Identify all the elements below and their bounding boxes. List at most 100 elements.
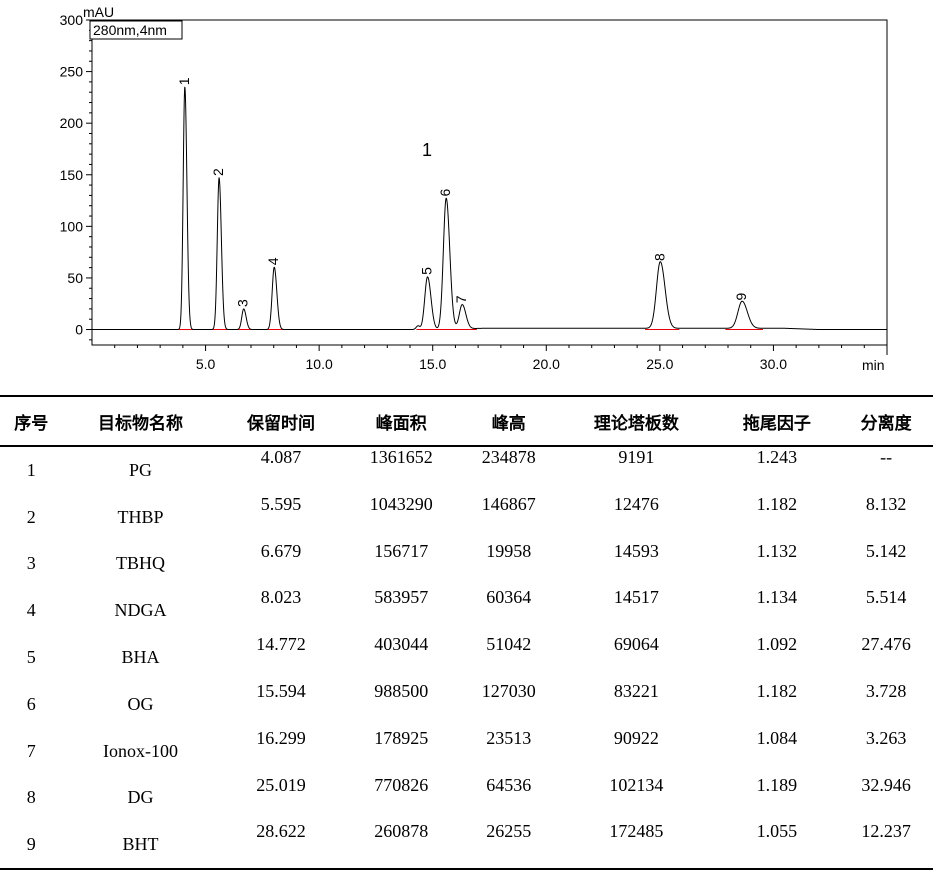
- table-row: 2 THBP 5.595 1043290 146867 12476 1.182 8.132: [0, 494, 933, 541]
- table-cell: 1: [26, 459, 36, 480]
- table-cell: 83221: [613, 680, 659, 701]
- table-cell: 102134: [609, 774, 664, 795]
- table-cell: 5.514: [865, 587, 907, 608]
- table-cell: 7: [26, 740, 36, 761]
- detector-label: 280nm,4nm: [93, 22, 167, 38]
- table-cell: 64536: [486, 774, 532, 795]
- table-header-cell: 峰面积: [343, 395, 460, 447]
- table-cell: 12476: [613, 493, 659, 514]
- table-cell: 1.243: [756, 447, 798, 467]
- table-cell: 1.189: [756, 774, 798, 795]
- table-cell: 69064: [613, 634, 659, 655]
- table-cell: 146867: [481, 493, 536, 514]
- table-cell: 16.299: [256, 727, 306, 748]
- table-cell: 5.142: [865, 540, 907, 561]
- table-cell: 51042: [486, 634, 532, 655]
- inset-label: 1: [422, 140, 432, 160]
- table-cell: 172485: [558, 821, 715, 870]
- table-cell: 127030: [481, 680, 536, 701]
- peak-label: 6: [437, 188, 453, 196]
- table-cell: PG: [128, 459, 152, 480]
- y-tick-label: 250: [60, 64, 84, 80]
- table-cell: 156717: [374, 540, 429, 561]
- table-cell: 234878: [481, 447, 536, 467]
- table-cell: 9: [0, 821, 63, 870]
- y-tick-label: 200: [60, 115, 84, 131]
- peak-labels: 1 2 3 4 5 6 7 8 9: [176, 77, 749, 307]
- table-cell: 2: [26, 506, 36, 527]
- x-tick-label: 30.0: [760, 356, 787, 372]
- table-cell: 28.622: [218, 821, 344, 870]
- table-cell: 19958: [486, 540, 532, 561]
- table-cell: OG: [127, 693, 154, 714]
- table-cell: 25.019: [256, 774, 306, 795]
- table-cell: 32.946: [861, 774, 911, 795]
- table-cell: 6.679: [260, 540, 302, 561]
- table-cell: 9191: [618, 447, 655, 467]
- table-body: 1 PG 4.087 1361652 234878 9191 1.243 -- 2 THBP 5.5…: [0, 446, 933, 870]
- results-table: 序号 目标物名称 保留时间 峰面积 峰高 理论塔板数 拖尾因子 分离度 1 PG 4.087 136…: [0, 395, 933, 870]
- peak-label: 4: [265, 257, 281, 265]
- table-cell: 1.182: [756, 493, 798, 514]
- table-cell: 14517: [613, 587, 659, 608]
- table-header-cell: 序号: [0, 395, 63, 447]
- y-tick-label: 0: [75, 322, 83, 338]
- table-cell: 770826: [374, 774, 429, 795]
- table-cell: BHT: [62, 821, 219, 870]
- peak-label: 9: [733, 292, 749, 300]
- table-cell: 3: [26, 553, 36, 574]
- peak-label: 1: [176, 77, 192, 85]
- table-cell: 260878: [343, 821, 460, 870]
- table-cell: 1.092: [756, 634, 798, 655]
- table-cell: 14593: [613, 540, 659, 561]
- table-cell: 8.023: [260, 587, 302, 608]
- peak-label: 5: [419, 267, 435, 275]
- table-header-cell: 拖尾因子: [714, 395, 840, 447]
- table-header-cell: 保留时间: [218, 395, 344, 447]
- table-cell: 90922: [613, 727, 659, 748]
- y-tick-label: 300: [60, 12, 84, 28]
- detector-label-box: [89, 20, 183, 40]
- table-cell: DG: [127, 787, 154, 808]
- table-cell: --: [880, 447, 893, 467]
- table-cell: 1.132: [756, 540, 798, 561]
- table-header-cell: 峰高: [459, 395, 559, 447]
- peak-label: 8: [651, 253, 667, 261]
- table-cell: THBP: [117, 506, 164, 527]
- table-row: 6 OG 15.594 988500 127030 83221 1.182 3.728: [0, 681, 933, 728]
- table-cell: 1.084: [756, 727, 798, 748]
- chromatogram-trace: [92, 86, 887, 331]
- table-row: 5 BHA 14.772 403044 51042 69064 1.092 27.476: [0, 634, 933, 681]
- table-cell: 583957: [374, 587, 429, 608]
- table-row: 1 PG 4.087 1361652 234878 9191 1.243 --: [0, 446, 933, 494]
- y-tick-label: 50: [67, 270, 83, 286]
- table-cell: 5.595: [260, 493, 302, 514]
- table-cell: 4.087: [260, 447, 302, 467]
- y-tick-label: 100: [60, 218, 84, 234]
- table-cell: 3.728: [865, 680, 907, 701]
- table-row: 9 BHT 28.622 260878 26255 172485 1.055 12.237: [0, 821, 933, 870]
- table-cell: 5: [26, 647, 36, 668]
- table-cell: 8: [26, 787, 36, 808]
- table-cell: 26255: [459, 821, 559, 870]
- table-cell: 8.132: [865, 493, 907, 514]
- table-cell: 1.055: [714, 821, 840, 870]
- table-cell: 12.237: [839, 821, 933, 870]
- x-tick-label: 10.0: [306, 356, 333, 372]
- peak-label: 3: [235, 299, 251, 307]
- table-cell: 1361652: [369, 447, 433, 467]
- table-header-cell: 目标物名称: [62, 395, 219, 447]
- peak-label: 2: [210, 168, 226, 176]
- table-cell: 1.182: [756, 680, 798, 701]
- table-row: 8 DG 25.019 770826 64536 102134 1.189 32.946: [0, 775, 933, 822]
- table-cell: BHA: [121, 647, 160, 668]
- x-axis: 5.0 10.0 15.0 20.0 25.0 30.0: [114, 345, 888, 372]
- x-tick-label: 25.0: [646, 356, 673, 372]
- table-cell: TBHQ: [115, 553, 165, 574]
- x-tick-label: 20.0: [533, 356, 560, 372]
- table-header-row: 序号 目标物名称 保留时间 峰面积 峰高 理论塔板数 拖尾因子 分离度: [0, 395, 933, 447]
- table-cell: 988500: [374, 680, 429, 701]
- y-tick-label: 150: [60, 167, 84, 183]
- table-header-cell: 理论塔板数: [558, 395, 715, 447]
